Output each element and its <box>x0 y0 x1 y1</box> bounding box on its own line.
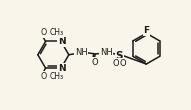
Text: N: N <box>58 37 65 46</box>
Text: O: O <box>112 59 119 68</box>
Text: S: S <box>115 51 123 61</box>
Text: O: O <box>41 72 47 81</box>
Text: CH₃: CH₃ <box>49 72 64 81</box>
Text: O: O <box>91 58 98 67</box>
Text: CH₃: CH₃ <box>49 28 64 38</box>
Text: N: N <box>58 64 65 73</box>
Text: O: O <box>41 28 47 38</box>
Text: NH: NH <box>100 48 112 57</box>
Text: NH: NH <box>75 48 88 57</box>
Text: O: O <box>120 59 126 68</box>
Text: F: F <box>143 26 149 35</box>
